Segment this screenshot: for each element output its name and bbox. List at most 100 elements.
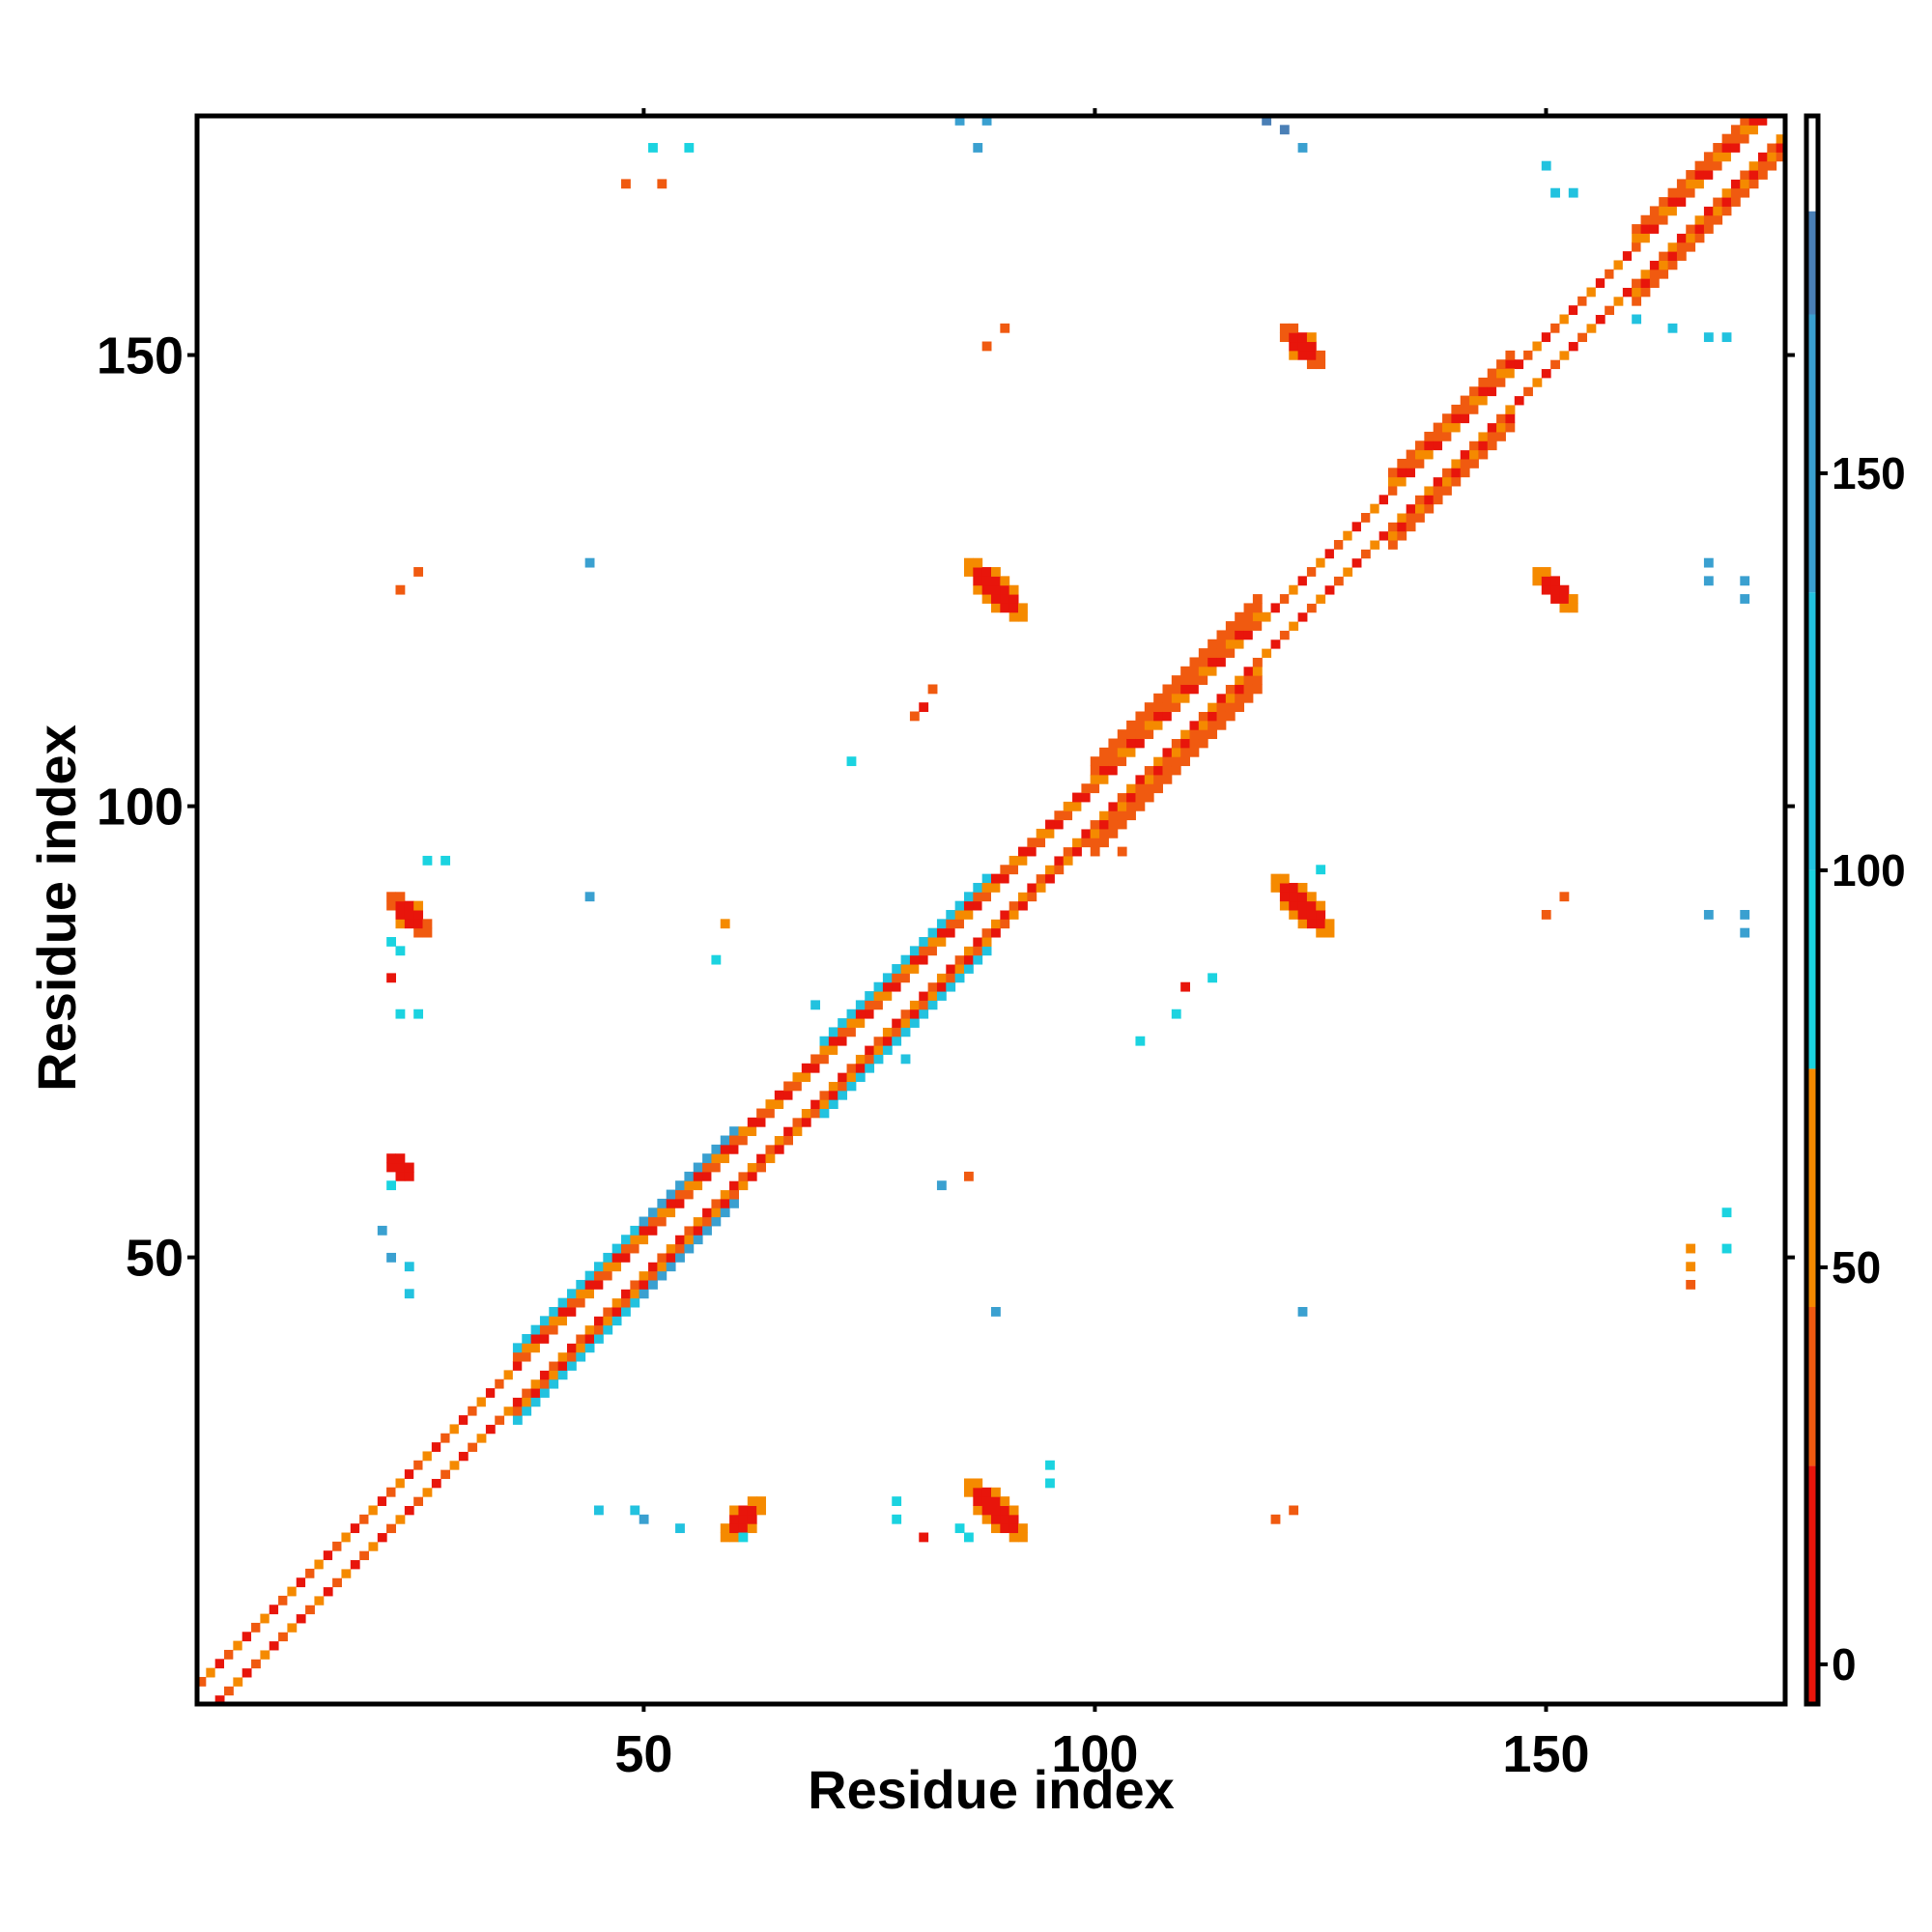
diagonal-cell — [1135, 756, 1146, 767]
contact-cell — [963, 1171, 974, 1181]
diagonal-band-cell — [1108, 738, 1119, 749]
diagonal-band-cell — [1289, 621, 1299, 631]
diagonal-band-cell — [1514, 368, 1524, 379]
diagonal-band-cell — [1694, 170, 1705, 180]
diagonal-band-cell — [936, 937, 947, 947]
diagonal-cell — [738, 1153, 749, 1164]
diagonal-cell — [1117, 774, 1127, 784]
diagonal-band-cell — [1000, 919, 1010, 929]
diagonal-band-cell — [1081, 783, 1092, 794]
diagonal-band-cell — [512, 1397, 523, 1407]
diagonal-band-cell — [1740, 160, 1750, 171]
diagonal-band-cell — [1208, 702, 1218, 712]
colorbar-tick-label: 0 — [1832, 1639, 1857, 1690]
diagonal-band-cell — [1730, 187, 1741, 198]
contact-cell — [1703, 557, 1714, 568]
diagonal-band-cell — [1622, 278, 1633, 288]
diagonal-band-cell — [675, 1189, 685, 1200]
diagonal-band-cell — [485, 1388, 496, 1398]
diagonal-band-cell — [1370, 503, 1380, 514]
contact-blob-cell — [1559, 584, 1570, 595]
diagonal-band-cell — [611, 1307, 622, 1317]
diagonal-band-cell — [1243, 621, 1254, 631]
contact-cell — [377, 1225, 387, 1236]
diagonal-band-cell — [1162, 765, 1173, 776]
diagonal-band-cell — [801, 1081, 811, 1092]
diagonal-band-cell — [702, 1198, 712, 1208]
diagonal-band-cell — [386, 1523, 396, 1534]
diagonal-band-cell — [1451, 413, 1462, 424]
diagonal-band-cell — [468, 1442, 478, 1452]
contact-cell — [1703, 332, 1714, 343]
diagonal-band-cell — [810, 1063, 821, 1073]
contact-blob-cell — [386, 1153, 396, 1164]
diagonal-band-cell — [269, 1640, 279, 1651]
diagonal-band-cell — [1776, 133, 1786, 144]
diagonal-band-cell — [576, 1307, 586, 1317]
diagonal-band-cell — [639, 1279, 649, 1290]
contact-blob-cell — [981, 1514, 992, 1524]
contact-blob-cell — [1316, 359, 1326, 370]
diagonal-band-cell — [287, 1595, 298, 1605]
diagonal-band-cell — [1713, 197, 1723, 207]
diagonal-band-cell — [566, 1361, 577, 1371]
diagonal-band-cell — [765, 1099, 776, 1109]
diagonal-band-cell — [1072, 828, 1082, 838]
diagonal-band-cell — [1351, 530, 1362, 541]
diagonal-band-cell — [1306, 603, 1317, 613]
diagonal-band-cell — [756, 1117, 766, 1127]
diagonal-band-cell — [1713, 214, 1723, 225]
diagonal-band-cell — [973, 882, 983, 893]
diagonal-band-cell — [1117, 756, 1127, 767]
diagonal-band-cell — [729, 1180, 739, 1191]
diagonal-band-cell — [1090, 765, 1100, 776]
diagonal-band-cell — [1171, 684, 1181, 695]
diagonal-cell — [1360, 530, 1371, 541]
diagonal-band-cell — [1153, 711, 1163, 722]
diagonal-cell — [1225, 666, 1236, 676]
diagonal-band-cell — [1009, 865, 1019, 875]
contact-blob-cell — [1550, 584, 1560, 595]
diagonal-cell — [1703, 187, 1714, 198]
diagonal-band-cell — [1686, 170, 1696, 180]
diagonal-band-cell — [1126, 720, 1136, 730]
diagonal-band-cell — [603, 1307, 613, 1317]
diagonal-band-cell — [1442, 476, 1452, 487]
diagonal-band-cell — [981, 919, 992, 929]
diagonal-band-cell — [973, 937, 983, 947]
diagonal-band-cell — [1730, 152, 1741, 162]
diagonal-band-cell — [630, 1252, 640, 1263]
diagonal-band-cell — [1153, 774, 1163, 784]
diagonal-band-cell — [1117, 819, 1127, 830]
diagonal-band-cell — [1433, 476, 1443, 487]
diagonal-band-cell — [1713, 152, 1723, 162]
diagonal-cell — [882, 1009, 893, 1019]
diagonal-band-cell — [1406, 522, 1416, 532]
contact-cell — [738, 1532, 749, 1543]
diagonal-band-cell — [1081, 801, 1092, 811]
diagonal-band-cell — [838, 1063, 848, 1073]
contact-blob-cell — [395, 919, 406, 929]
diagonal-cell — [873, 1018, 884, 1028]
diagonal-cell — [1469, 422, 1479, 433]
diagonal-band-cell — [566, 1297, 577, 1308]
diagonal-band-cell — [1640, 287, 1651, 298]
contact-cell — [1550, 187, 1560, 198]
diagonal-cell — [1433, 458, 1443, 469]
diagonal-band-cell — [1099, 774, 1109, 784]
diagonal-band-cell — [1703, 179, 1714, 189]
diagonal-band-cell — [846, 1027, 857, 1037]
diagonal-band-cell — [1496, 422, 1506, 433]
diagonal-cell — [440, 1451, 451, 1462]
diagonal-band-cell — [1460, 449, 1470, 460]
diagonal-cell — [206, 1686, 216, 1696]
diagonal-cell — [557, 1334, 568, 1344]
diagonal-band-cell — [1189, 738, 1200, 749]
contact-blob-cell — [1297, 341, 1308, 352]
contact-blob-cell — [1018, 603, 1028, 613]
contact-blob-cell — [963, 567, 974, 577]
diagonal-band-cell — [1730, 179, 1741, 189]
diagonal-cell — [341, 1550, 352, 1561]
diagonal-cell — [1198, 693, 1208, 703]
diagonal-band-cell — [729, 1153, 739, 1164]
